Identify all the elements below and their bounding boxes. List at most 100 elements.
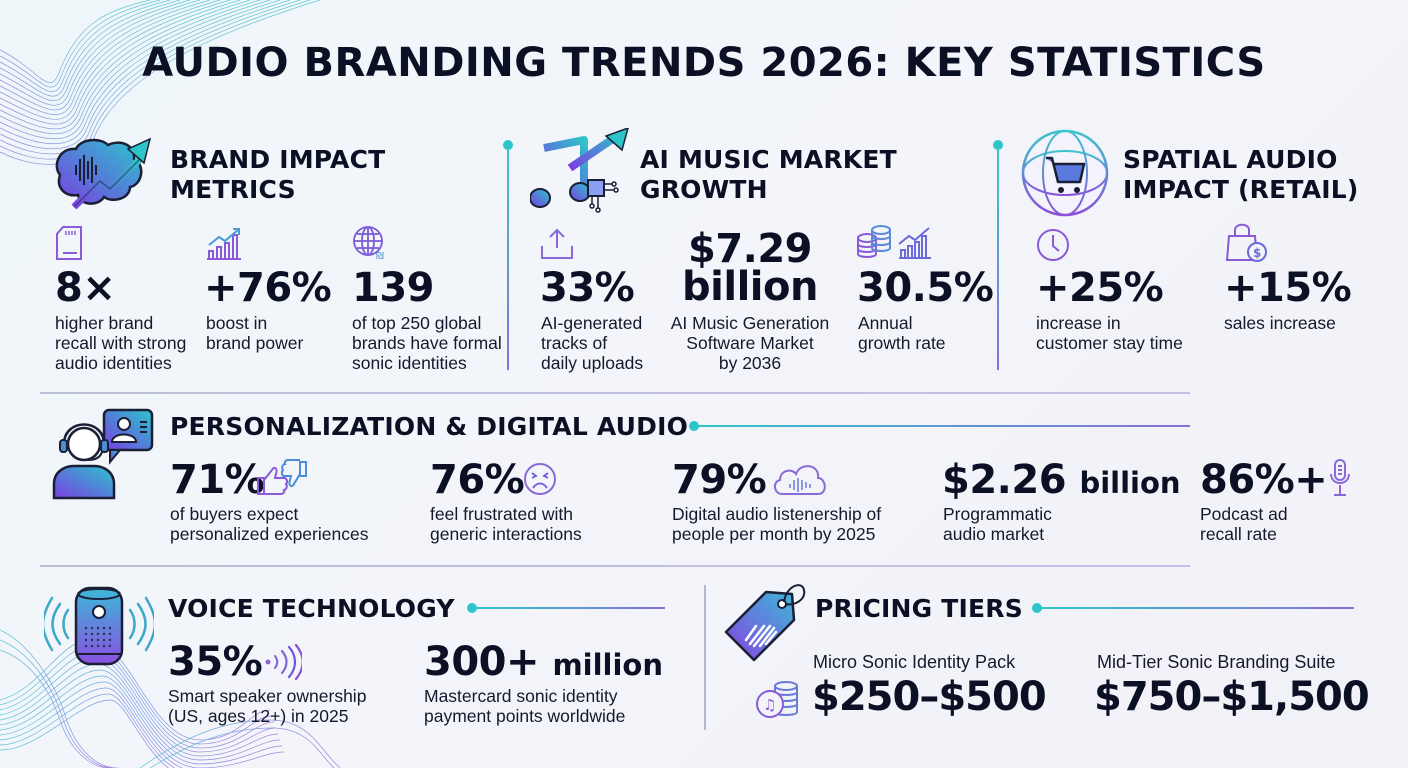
stat-description: Mastercard sonic identity payment points…: [424, 686, 625, 726]
stat-unit: million: [552, 648, 664, 682]
heading-line: METRICS: [170, 175, 296, 204]
price-tag-icon: [724, 584, 806, 662]
desc-line: Podcast ad: [1200, 504, 1288, 524]
value-line: $7.29: [687, 226, 813, 272]
desc-line: AI-generated: [541, 313, 643, 333]
stat-value: 76%: [430, 457, 525, 503]
heading-line: SPATIAL AUDIO: [1123, 145, 1338, 174]
desc-line: sonic identities: [352, 353, 467, 373]
heading-line: AI MUSIC MARKET: [640, 145, 897, 174]
stat-unit: billion: [1079, 466, 1181, 500]
separator-line: [997, 148, 999, 370]
section-heading-pricing: PRICING TIERS: [815, 594, 1023, 623]
heading-line: GROWTH: [640, 175, 768, 204]
value-line: billion: [682, 264, 818, 310]
desc-line: audio identities: [55, 353, 172, 373]
clock-icon: [1037, 229, 1069, 261]
waveform-top-right-icon: [1272, 10, 1402, 118]
music-chip-growth-icon: [530, 128, 629, 213]
desc-line: brand power: [206, 333, 304, 353]
stat-value-with-unit: 300+ million: [424, 640, 663, 687]
globe-icon: ₪: [353, 226, 384, 261]
stat-description: higher brand recall with strong audio id…: [55, 313, 186, 373]
svg-text:₪: ₪: [376, 251, 384, 261]
desc-line: increase in: [1036, 313, 1121, 333]
desc-line: tracks of: [541, 333, 608, 353]
heading-accent-line: [1040, 607, 1354, 609]
desc-line: personalized experiences: [170, 524, 369, 544]
memory-card-icon: [56, 226, 82, 260]
stat-description: boost in brand power: [206, 313, 303, 353]
stat-description: Programmatic audio market: [943, 504, 1052, 544]
desc-line: Annual: [858, 313, 913, 333]
section-divider: [40, 392, 1190, 394]
desc-line: people per month by 2025: [672, 524, 876, 544]
stat-description: AI-generated tracks of daily uploads: [541, 313, 643, 373]
pricing-tier-label: Micro Sonic Identity Pack: [813, 652, 1016, 672]
section-heading-brand-impact: BRAND IMPACT METRICS: [170, 145, 385, 205]
stat-value: +15%: [1224, 265, 1352, 311]
stat-value: 35%: [168, 639, 263, 685]
desc-line: customer stay time: [1036, 333, 1183, 353]
heading-accent-dot: [689, 421, 699, 431]
stat-value: 79%: [672, 457, 767, 503]
stat-value: 139: [352, 265, 435, 311]
desc-line: higher brand: [55, 313, 154, 333]
desc-line: Digital audio listenership of: [672, 504, 882, 524]
wave-mesh-bottom-left: [0, 629, 341, 768]
section-heading-personalization: PERSONALIZATION & DIGITAL AUDIO: [170, 412, 689, 441]
brain-growth-icon: [55, 137, 152, 210]
stat-value: 71%: [170, 457, 265, 503]
pricing-tier-price: $250–$500: [812, 674, 1047, 720]
section-heading-ai-music: AI MUSIC MARKET GROWTH: [640, 145, 897, 205]
wave-mesh-top-left: [0, 0, 321, 165]
coins-chart-icon: [857, 225, 931, 259]
stat-description: Digital audio listenership of people per…: [672, 504, 881, 544]
stat-value: 8×: [55, 265, 116, 311]
headset-agent-icon: [52, 408, 154, 500]
bar-chart-growth-icon: [207, 228, 241, 260]
waveform-middle-right-icon: [1206, 324, 1406, 448]
shopping-bag-dollar-icon: $: [1225, 223, 1267, 262]
stat-value-large: $7.29 billion: [665, 226, 835, 310]
section-heading-voice-tech: VOICE TECHNOLOGY: [168, 594, 455, 623]
desc-line: generic interactions: [430, 524, 582, 544]
desc-line: (US, ages 12+) in 2025: [168, 706, 349, 726]
stat-value: 86%+: [1200, 457, 1328, 503]
stat-description: of buyers expect personalized experience…: [170, 504, 368, 544]
stat-description: feel frustrated with generic interaction…: [430, 504, 582, 544]
stat-value: $2.26: [942, 457, 1067, 503]
heading-line: IMPACT (RETAIL): [1123, 175, 1359, 204]
stat-value: +25%: [1036, 265, 1164, 311]
desc-line: Smart speaker ownership: [168, 686, 367, 706]
desc-line: Programmatic: [943, 504, 1052, 524]
desc-line: growth rate: [858, 333, 946, 353]
heading-accent-line: [475, 607, 665, 609]
desc-line: of buyers expect: [170, 504, 299, 524]
desc-line: brands have formal: [352, 333, 502, 353]
globe-cart-icon: [1021, 129, 1109, 217]
stat-description: Smart speaker ownership (US, ages 12+) i…: [168, 686, 366, 726]
sound-waves-icon: [265, 644, 302, 680]
music-coins-icon: ♫: [756, 681, 798, 718]
heading-accent-line: [697, 425, 1190, 427]
stat-description: AI Music Generation Software Market by 2…: [660, 313, 840, 373]
stat-description: Podcast ad recall rate: [1200, 504, 1288, 544]
pricing-tier-label: Mid-Tier Sonic Branding Suite: [1097, 652, 1336, 672]
desc-line: boost in: [206, 313, 268, 333]
desc-line: daily uploads: [541, 353, 644, 373]
smart-speaker-icon: [44, 586, 154, 666]
thumbs-up-down-icon: [257, 459, 307, 495]
desc-line: sales increase: [1224, 313, 1336, 333]
desc-line: recall with strong: [55, 333, 187, 353]
heading-accent-dot: [467, 603, 477, 613]
separator-dot: [993, 140, 1003, 150]
upload-icon: [541, 228, 573, 259]
pricing-tier-price: $750–$1,500: [1094, 674, 1370, 720]
desc-line: of top 250 global: [352, 313, 482, 333]
section-divider: [40, 565, 1190, 567]
stat-description: Annual growth rate: [858, 313, 946, 353]
section-heading-spatial-audio: SPATIAL AUDIO IMPACT (RETAIL): [1123, 145, 1359, 205]
desc-line: Software Market: [686, 333, 814, 353]
